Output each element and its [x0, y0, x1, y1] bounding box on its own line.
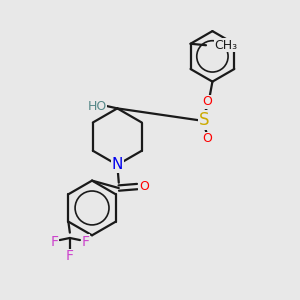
Text: HO: HO: [88, 100, 107, 112]
Text: CH₃: CH₃: [214, 39, 237, 52]
Text: F: F: [81, 235, 89, 248]
Text: O: O: [202, 95, 212, 108]
Text: N: N: [112, 158, 123, 172]
Text: F: F: [50, 235, 59, 248]
Text: F: F: [66, 249, 74, 263]
Text: O: O: [139, 180, 149, 193]
Text: S: S: [199, 111, 210, 129]
Text: O: O: [202, 132, 212, 145]
